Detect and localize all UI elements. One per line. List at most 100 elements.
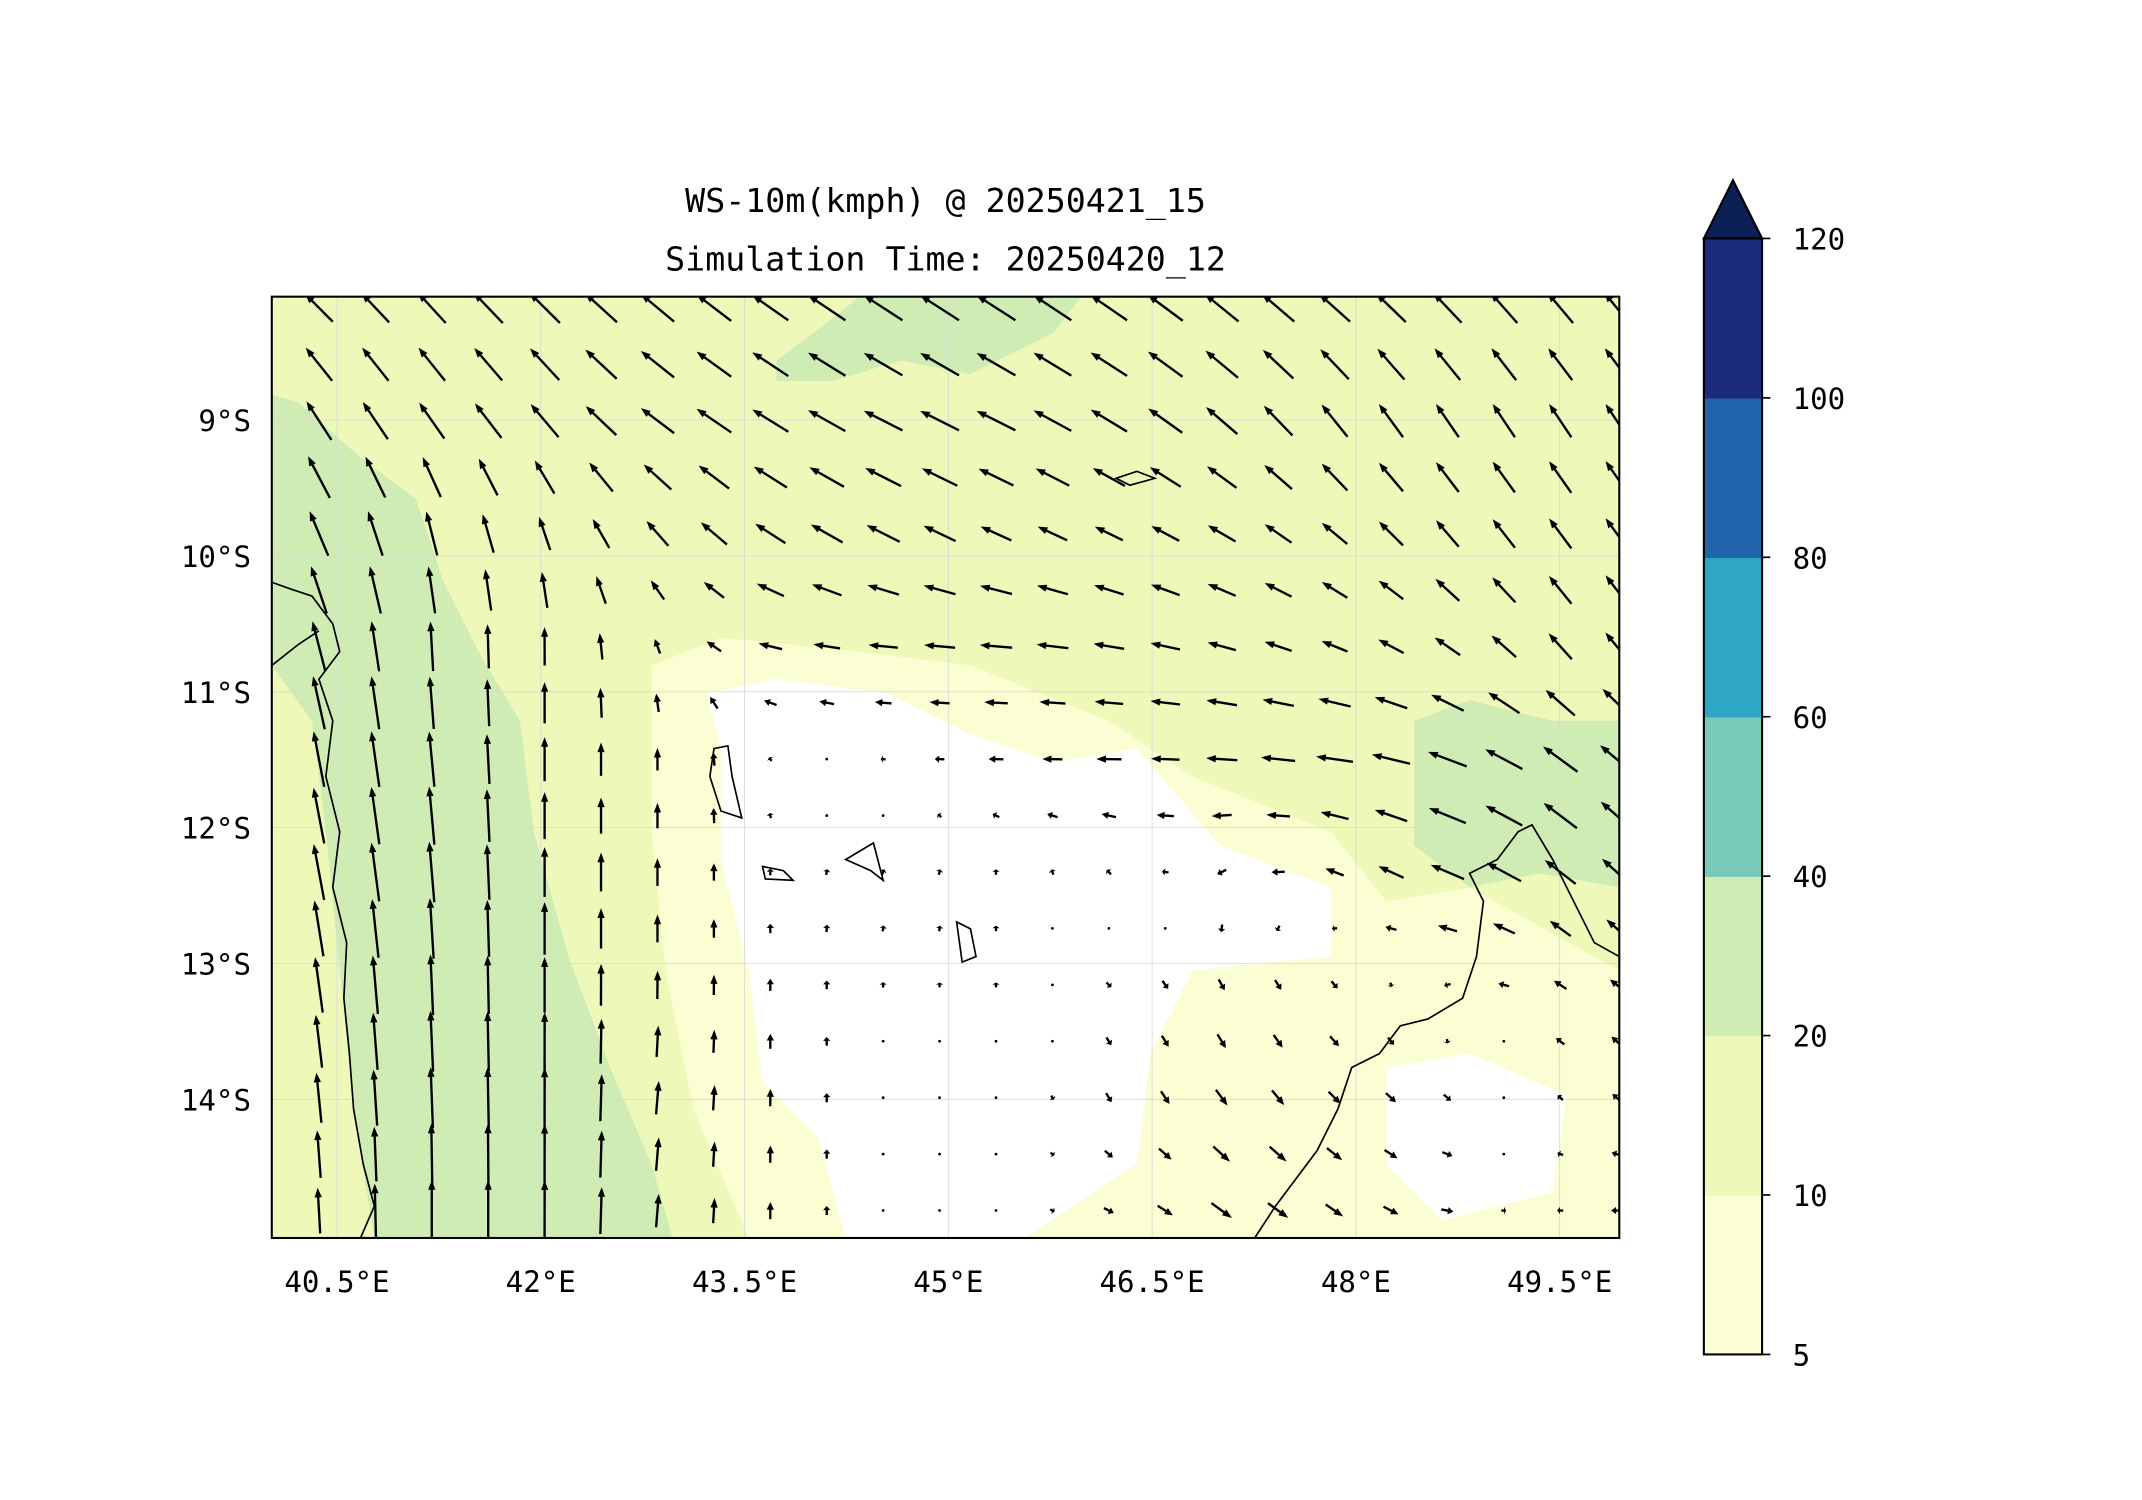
wind-arrow [935,982,944,988]
wind-arrow [980,526,1012,542]
wind-arrow [823,924,831,933]
wind-arrow [1549,920,1572,938]
wind-arrow [585,349,618,380]
wind-arrow [1090,352,1128,377]
x-axis: 40.5°E 42°E 43.5°E 45°E 46.5°E 48°E 49.5°E [284,1265,1612,1299]
y-tick-label: 11°S [181,676,251,710]
wind-arrow [1105,1036,1113,1046]
wind-arrow [426,786,436,845]
wind-arrow [1545,689,1576,717]
wind-arrow [597,797,605,834]
wind-arrow [1217,868,1227,876]
wind-arrow [881,1152,885,1156]
wind-arrow [710,974,718,995]
wind-arrow [597,1187,606,1235]
wind-arrow [540,627,549,666]
colorbar: 5 10 20 40 60 80 100 120 [1702,177,1846,1373]
wind-arrow [1163,927,1167,930]
wind-arrow [1321,641,1348,653]
wind-arrow [371,1126,379,1182]
wind-arrow [427,621,435,672]
island-north [1113,470,1158,487]
wind-arrow [1385,924,1397,932]
wind-arrow [1266,811,1291,820]
wind-arrow [419,402,446,440]
wind-arrow [825,757,829,761]
wind-arrow [1501,1206,1507,1215]
colorbar-segment [1703,1035,1763,1196]
wind-arrow [312,900,325,957]
wind-arrow [653,858,662,886]
wind-arrow [539,571,549,608]
wind-arrow [923,584,956,596]
wind-arrow [976,410,1016,432]
wind-arrow [938,1096,941,1100]
wind-arrow [484,1180,492,1238]
wind-arrow [314,1187,322,1234]
wind-arrow [823,1036,831,1046]
wind-arrow [362,402,389,440]
wind-arrow [541,737,549,782]
wind-arrow [879,869,887,876]
wind-arrow [979,642,1013,650]
wind-arrow [1431,694,1465,712]
wind-arrow [1207,525,1237,543]
wind-arrow [1543,802,1578,830]
wind-arrow [1033,352,1072,377]
wind-arrow [597,633,605,660]
wind-arrow [755,523,787,545]
wind-arrow [1548,633,1573,660]
wind-arrow [863,352,904,377]
wind-arrow [994,1209,998,1212]
wind-arrow [484,1011,492,1072]
wind-arrow [597,687,605,718]
wind-arrow [937,812,943,819]
wind-arrow [1378,580,1404,601]
wind-arrow [365,456,387,498]
wind-arrow [1436,462,1460,493]
wind-arrow [1378,462,1404,493]
wind-arrow [1160,1035,1169,1047]
wind-arrow [1267,1202,1289,1218]
wind-arrow [994,1096,998,1100]
wind-arrow [313,1014,324,1068]
wind-arrow [1492,923,1516,935]
wind-arrow [1611,1150,1620,1158]
wind-arrow [1214,1089,1228,1106]
wind-arrow [1036,584,1069,596]
wind-arrow [369,731,381,788]
wind-arrow [1271,1089,1285,1106]
wind-arrow [642,296,675,323]
wind-arrow [1035,468,1070,487]
wind-arrow [1206,407,1239,435]
wind-arrow [1149,467,1182,488]
wind-arrow [764,699,777,707]
colorbar-tick-label: 100 [1793,382,1846,416]
wind-arrow [1151,755,1180,763]
wind-arrow [710,863,718,881]
wind-arrow [1150,641,1181,651]
wind-arrow [314,1130,322,1178]
wind-arrow [426,676,435,730]
wind-arrow [1492,461,1516,494]
wind-arrow [706,641,722,653]
wind-arrow [984,699,1008,707]
wind-arrow [531,296,561,324]
calm-region-east [1386,1053,1567,1220]
wind-arrow [866,525,901,543]
wind-arrow [1548,296,1574,324]
wind-arrow [597,1074,606,1122]
wind-arrow [1320,810,1349,821]
wind-arrow [1261,754,1296,763]
wind-arrow [418,347,446,382]
colorbar-tick-label: 5 [1793,1339,1811,1373]
wind-arrow [879,982,887,988]
wind-arrow [710,1197,718,1224]
wind-arrow [484,624,492,669]
wind-arrow [1437,924,1458,933]
wind-arrow [1206,698,1238,707]
wind-arrow [1034,296,1072,322]
wind-arrow [1150,584,1180,597]
wind-arrow [1036,641,1069,650]
